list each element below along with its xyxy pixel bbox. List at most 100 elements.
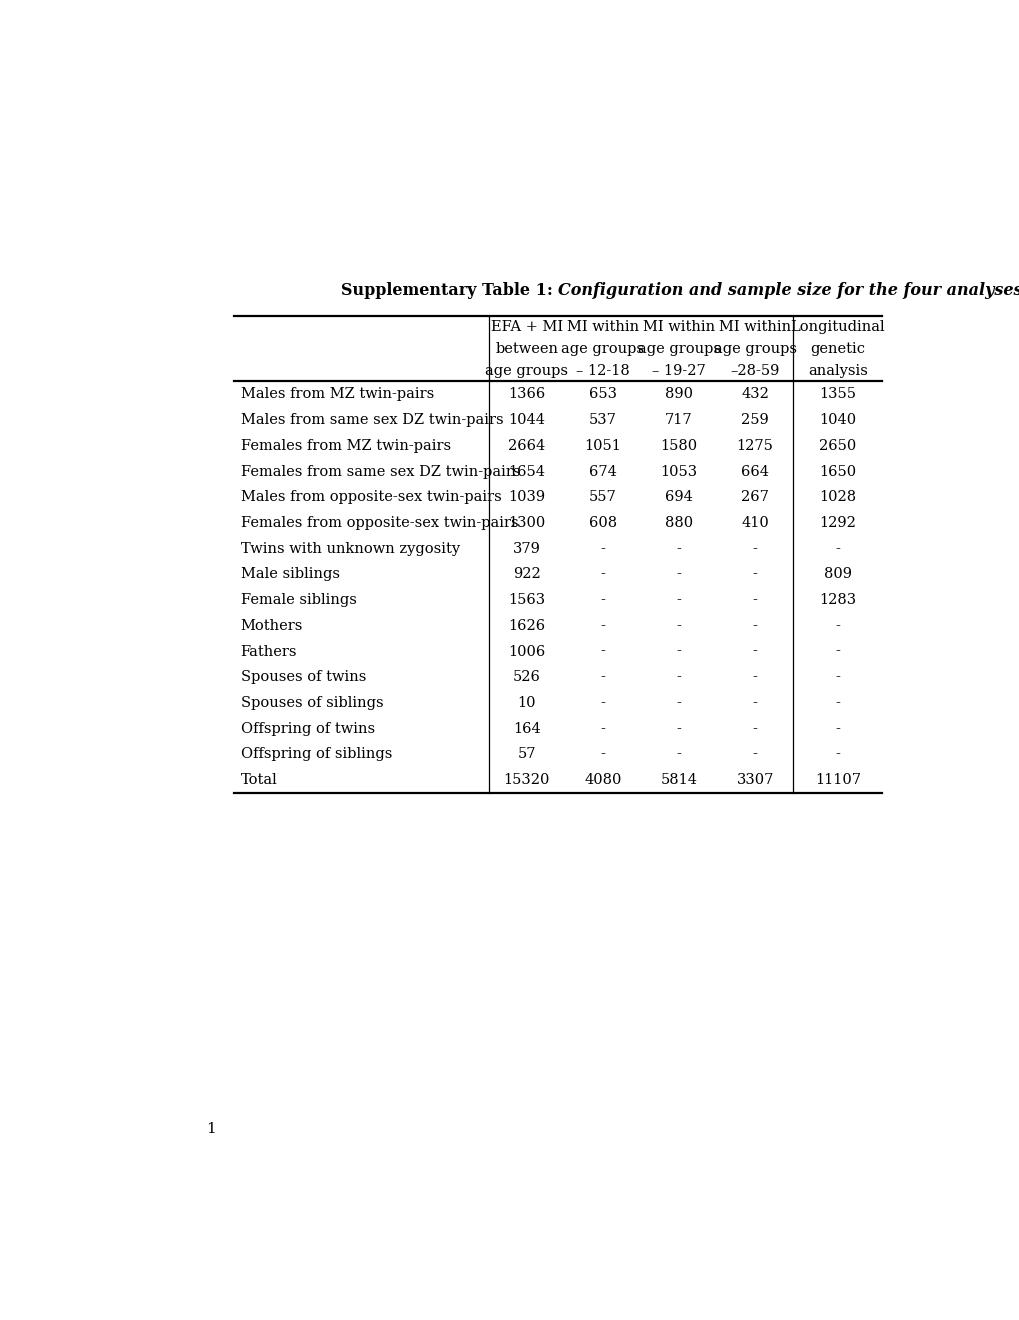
Text: -: - [835,696,840,710]
Text: -: - [676,619,681,632]
Text: -: - [752,671,757,684]
Text: 1650: 1650 [818,465,856,479]
Text: Total: Total [240,774,277,787]
Text: -: - [600,619,605,632]
Text: 10: 10 [518,696,536,710]
Text: 1028: 1028 [818,490,856,504]
Text: 653: 653 [588,387,616,401]
Text: -: - [835,747,840,762]
Text: Spouses of twins: Spouses of twins [240,671,366,684]
Text: Male siblings: Male siblings [240,568,339,581]
Text: -: - [600,541,605,556]
Text: Configuration and sample size for the four analyses: Configuration and sample size for the fo… [557,281,1019,298]
Text: -: - [600,671,605,684]
Text: Female siblings: Female siblings [240,593,356,607]
Text: 809: 809 [823,568,851,581]
Text: -: - [752,619,757,632]
Text: 57: 57 [518,747,536,762]
Text: 2664: 2664 [507,438,545,453]
Text: 4080: 4080 [584,774,621,787]
Text: Offspring of twins: Offspring of twins [240,722,374,735]
Text: -: - [676,541,681,556]
Text: Twins with unknown zygosity: Twins with unknown zygosity [240,541,460,556]
Text: 664: 664 [741,465,768,479]
Text: 164: 164 [513,722,540,735]
Text: Females from MZ twin-pairs: Females from MZ twin-pairs [240,438,450,453]
Text: -: - [600,568,605,581]
Text: Spouses of siblings: Spouses of siblings [240,696,383,710]
Text: -: - [752,568,757,581]
Text: -: - [835,541,840,556]
Text: -: - [752,644,757,659]
Text: 1654: 1654 [507,465,545,479]
Text: -: - [752,696,757,710]
Text: MI within: MI within [642,319,714,334]
Text: 11107: 11107 [814,774,860,787]
Text: -: - [752,593,757,607]
Text: 526: 526 [513,671,540,684]
Text: 1300: 1300 [507,516,545,529]
Text: -: - [600,593,605,607]
Text: -: - [835,619,840,632]
Text: -: - [676,696,681,710]
Text: Mothers: Mothers [240,619,303,632]
Text: 1292: 1292 [818,516,855,529]
Text: 1039: 1039 [507,490,545,504]
Text: 890: 890 [664,387,692,401]
Text: -: - [676,644,681,659]
Text: -: - [752,541,757,556]
Text: 1355: 1355 [818,387,855,401]
Text: 3307: 3307 [736,774,773,787]
Text: 1275: 1275 [736,438,772,453]
Text: 1006: 1006 [507,644,545,659]
Text: 1053: 1053 [660,465,697,479]
Text: between: between [495,342,557,355]
Text: age groups: age groups [560,342,644,355]
Text: 608: 608 [588,516,616,529]
Text: 1563: 1563 [507,593,545,607]
Text: 674: 674 [588,465,616,479]
Text: 694: 694 [664,490,692,504]
Text: 1051: 1051 [584,438,621,453]
Text: -: - [752,747,757,762]
Text: 2650: 2650 [818,438,856,453]
Text: Males from opposite-sex twin-pairs: Males from opposite-sex twin-pairs [240,490,500,504]
Text: Males from same sex DZ twin-pairs: Males from same sex DZ twin-pairs [240,413,502,428]
Text: Fathers: Fathers [240,644,297,659]
Text: age groups: age groups [485,363,568,378]
Text: 717: 717 [664,413,692,428]
Text: -: - [600,722,605,735]
Text: 1040: 1040 [818,413,856,428]
Text: 880: 880 [664,516,693,529]
Text: Females from opposite-sex twin-pairs: Females from opposite-sex twin-pairs [240,516,518,529]
Text: 1626: 1626 [507,619,545,632]
Text: 432: 432 [741,387,768,401]
Text: -: - [835,722,840,735]
Text: -: - [835,671,840,684]
Text: 1580: 1580 [660,438,697,453]
Text: 410: 410 [741,516,768,529]
Text: – 12-18: – 12-18 [576,363,629,378]
Text: 1366: 1366 [507,387,545,401]
Text: 922: 922 [513,568,540,581]
Text: MI within: MI within [567,319,639,334]
Text: 1283: 1283 [818,593,856,607]
Text: –28-59: –28-59 [730,363,779,378]
Text: -: - [600,696,605,710]
Text: 1044: 1044 [507,413,545,428]
Text: 379: 379 [513,541,540,556]
Text: Males from MZ twin-pairs: Males from MZ twin-pairs [240,387,433,401]
Text: 5814: 5814 [660,774,697,787]
Text: EFA + MI: EFA + MI [490,319,562,334]
Text: MI within: MI within [718,319,791,334]
Text: 267: 267 [741,490,768,504]
Text: age groups: age groups [713,342,796,355]
Text: 259: 259 [741,413,768,428]
Text: 537: 537 [588,413,616,428]
Text: -: - [600,644,605,659]
Text: -: - [676,671,681,684]
Text: age groups: age groups [637,342,719,355]
Text: Supplementary Table 1:: Supplementary Table 1: [340,281,557,298]
Text: 15320: 15320 [503,774,549,787]
Text: genetic: genetic [809,342,864,355]
